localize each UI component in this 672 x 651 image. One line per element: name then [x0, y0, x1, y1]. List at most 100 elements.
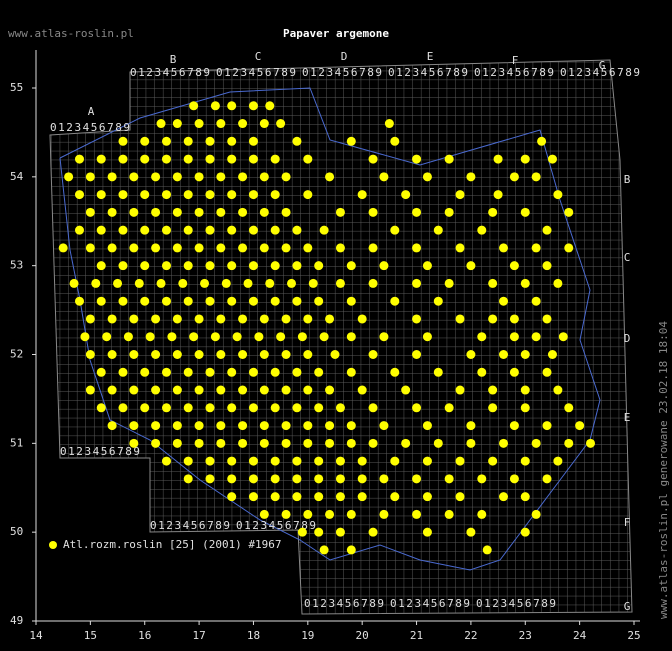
- occurrence-dot: [259, 350, 269, 359]
- occurrence-dot: [227, 261, 237, 271]
- occurrence-dot: [270, 154, 280, 164]
- occurrence-dot: [161, 456, 171, 466]
- y-tick-label: 55: [10, 81, 23, 94]
- occurrence-dot: [216, 207, 226, 217]
- y-tick-label: 52: [10, 348, 23, 361]
- occurrence-dot: [248, 403, 258, 413]
- occurrence-dot: [118, 225, 128, 235]
- occurrence-dot: [183, 154, 193, 164]
- occurrence-dot: [281, 509, 291, 519]
- occurrence-dot: [520, 385, 530, 395]
- occurrence-dot: [422, 492, 432, 502]
- occurrence-dot: [412, 350, 422, 359]
- x-tick-label: 25: [627, 629, 640, 642]
- occurrence-dot: [401, 190, 411, 200]
- grid-letter: C: [255, 50, 262, 63]
- occurrence-dot: [238, 207, 248, 217]
- occurrence-dot: [422, 332, 432, 342]
- grid-letter: G: [599, 59, 606, 72]
- occurrence-dot: [270, 367, 280, 377]
- occurrence-dot: [357, 492, 367, 502]
- occurrence-dot: [129, 438, 139, 448]
- occurrence-dot: [129, 421, 139, 431]
- occurrence-dot: [537, 136, 547, 146]
- occurrence-dot: [444, 154, 454, 164]
- occurrence-dot: [520, 207, 530, 217]
- occurrence-dot: [379, 509, 389, 519]
- occurrence-dot: [161, 154, 171, 164]
- occurrence-dot: [200, 278, 210, 288]
- occurrence-dot: [444, 278, 454, 288]
- occurrence-dot: [205, 474, 215, 484]
- occurrence-dot: [216, 385, 226, 395]
- occurrence-dot: [368, 350, 378, 359]
- occurrence-dot: [482, 545, 492, 555]
- occurrence-dot: [379, 172, 389, 182]
- grid-letter: B: [170, 53, 177, 66]
- occurrence-dot: [303, 154, 313, 164]
- occurrence-dot: [433, 225, 443, 235]
- occurrence-dot: [58, 243, 68, 253]
- x-tick-label: 18: [247, 629, 260, 642]
- occurrence-dot: [520, 403, 530, 413]
- occurrence-dot: [183, 225, 193, 235]
- occurrence-dot: [314, 492, 324, 502]
- country-border: [59, 87, 601, 571]
- x-tick-label: 15: [84, 629, 97, 642]
- occurrence-dot: [314, 474, 324, 484]
- occurrence-dot: [227, 101, 237, 111]
- occurrence-dot: [96, 190, 106, 200]
- occurrence-dot: [335, 456, 345, 466]
- x-tick-label: 24: [573, 629, 587, 642]
- y-tick-label: 54: [10, 170, 24, 183]
- occurrence-dot: [172, 385, 182, 395]
- occurrence-dot: [227, 403, 237, 413]
- occurrence-dot: [96, 261, 106, 271]
- occurrence-dot: [488, 278, 498, 288]
- occurrence-dot: [314, 527, 324, 537]
- occurrence-dot: [346, 509, 356, 519]
- occurrence-dot: [509, 332, 519, 342]
- occurrence-dot: [509, 367, 519, 377]
- occurrence-dot: [335, 207, 345, 217]
- occurrence-dot: [85, 385, 95, 395]
- occurrence-dot: [107, 314, 117, 324]
- occurrence-dot: [161, 403, 171, 413]
- grid-letter: G: [624, 600, 631, 613]
- occurrence-dot: [238, 119, 248, 129]
- occurrence-dot: [140, 367, 150, 377]
- occurrence-dot: [227, 456, 237, 466]
- occurrence-dot: [357, 385, 367, 395]
- occurrence-dot: [335, 243, 345, 253]
- occurrence-dot: [248, 154, 258, 164]
- occurrence-dot: [129, 207, 139, 217]
- occurrence-dot: [412, 278, 422, 288]
- occurrence-dot: [292, 296, 302, 306]
- occurrence-dot: [444, 207, 454, 217]
- occurrence-dot: [270, 296, 280, 306]
- occurrence-dot: [216, 172, 226, 182]
- occurrence-dot: [205, 403, 215, 413]
- occurrence-dot: [314, 456, 324, 466]
- occurrence-dot: [183, 403, 193, 413]
- occurrence-dot: [238, 438, 248, 448]
- occurrence-dot: [575, 421, 585, 431]
- occurrence-dot: [444, 474, 454, 484]
- occurrence-dot: [205, 225, 215, 235]
- x-tick-label: 22: [464, 629, 477, 642]
- occurrence-dot: [96, 225, 106, 235]
- occurrence-dot: [270, 261, 280, 271]
- occurrence-dot: [151, 314, 161, 324]
- occurrence-dot: [412, 243, 422, 253]
- occurrence-dot: [390, 296, 400, 306]
- occurrence-dot: [308, 278, 318, 288]
- occurrence-dot: [564, 438, 574, 448]
- occurrence-dot: [74, 296, 84, 306]
- occurrence-dot: [216, 243, 226, 253]
- occurrence-dot: [183, 367, 193, 377]
- occurrence-dot: [542, 367, 552, 377]
- occurrence-dot: [488, 314, 498, 324]
- occurrence-dot: [346, 296, 356, 306]
- occurrence-dot: [297, 332, 307, 342]
- occurrence-dot: [238, 172, 248, 182]
